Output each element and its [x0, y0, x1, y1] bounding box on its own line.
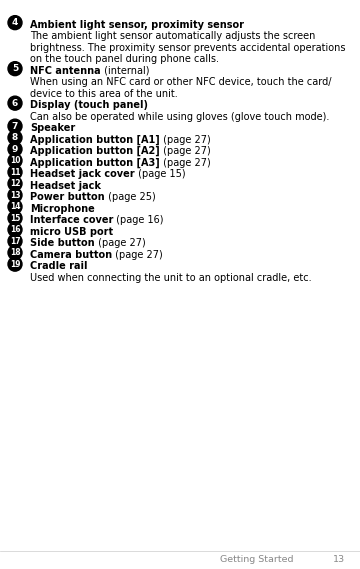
Text: 8: 8 — [12, 133, 18, 142]
Circle shape — [8, 176, 22, 191]
Circle shape — [8, 165, 22, 179]
Circle shape — [8, 61, 22, 76]
Text: Headset jack: Headset jack — [30, 180, 101, 191]
Circle shape — [8, 96, 22, 110]
Circle shape — [8, 246, 22, 259]
Text: Cradle rail: Cradle rail — [30, 261, 87, 271]
Text: (page 27): (page 27) — [160, 158, 211, 167]
Text: Application button [A3]: Application button [A3] — [30, 158, 160, 168]
Text: 4: 4 — [12, 18, 18, 27]
Circle shape — [8, 211, 22, 225]
Text: 7: 7 — [12, 122, 18, 131]
Text: 19: 19 — [10, 259, 20, 269]
Text: (page 27): (page 27) — [160, 134, 211, 145]
Text: (page 16): (page 16) — [113, 215, 164, 225]
Text: (page 27): (page 27) — [95, 238, 145, 248]
Text: NFC antenna: NFC antenna — [30, 65, 101, 76]
Text: Speaker: Speaker — [30, 123, 75, 133]
Circle shape — [8, 154, 22, 168]
Text: Ambient light sensor, proximity sensor: Ambient light sensor, proximity sensor — [30, 19, 244, 30]
Text: device to this area of the unit.: device to this area of the unit. — [30, 89, 178, 98]
Circle shape — [8, 257, 22, 271]
Text: on the touch panel during phone calls.: on the touch panel during phone calls. — [30, 54, 219, 64]
Text: Power button: Power button — [30, 192, 105, 202]
Text: Display (touch panel): Display (touch panel) — [30, 100, 148, 110]
Text: Headset jack cover: Headset jack cover — [30, 169, 135, 179]
Text: 13: 13 — [333, 555, 345, 563]
Text: Camera button: Camera button — [30, 249, 112, 259]
Circle shape — [8, 222, 22, 237]
Text: 14: 14 — [10, 202, 20, 211]
Text: brightness. The proximity sensor prevents accidental operations: brightness. The proximity sensor prevent… — [30, 43, 346, 52]
Text: 11: 11 — [10, 168, 20, 176]
Text: Application button [A2]: Application button [A2] — [30, 146, 160, 156]
Text: 13: 13 — [10, 191, 20, 200]
Circle shape — [8, 131, 22, 145]
Text: Getting Started: Getting Started — [220, 555, 293, 563]
Text: (page 27): (page 27) — [112, 249, 163, 259]
Text: 6: 6 — [12, 98, 18, 108]
Circle shape — [8, 119, 22, 133]
Text: Can also be operated while using gloves (glove touch mode).: Can also be operated while using gloves … — [30, 112, 329, 122]
Text: 17: 17 — [10, 237, 20, 246]
Circle shape — [8, 142, 22, 156]
Text: 16: 16 — [10, 225, 20, 234]
Text: (page 25): (page 25) — [105, 192, 156, 202]
Text: 18: 18 — [10, 248, 20, 257]
Text: Application button [A1]: Application button [A1] — [30, 134, 160, 145]
Text: 12: 12 — [10, 179, 20, 188]
Text: 5: 5 — [12, 64, 18, 73]
Circle shape — [8, 16, 22, 30]
Text: Side button: Side button — [30, 238, 95, 248]
Text: Microphone: Microphone — [30, 204, 95, 213]
Text: Used when connecting the unit to an optional cradle, etc.: Used when connecting the unit to an opti… — [30, 273, 312, 282]
Text: (page 27): (page 27) — [160, 146, 211, 156]
Text: When using an NFC card or other NFC device, touch the card/: When using an NFC card or other NFC devi… — [30, 77, 332, 87]
Text: 10: 10 — [10, 156, 20, 165]
Text: The ambient light sensor automatically adjusts the screen: The ambient light sensor automatically a… — [30, 31, 315, 41]
Circle shape — [8, 234, 22, 248]
Text: micro USB port: micro USB port — [30, 226, 113, 237]
Text: Interface cover: Interface cover — [30, 215, 113, 225]
Circle shape — [8, 200, 22, 213]
Circle shape — [8, 188, 22, 202]
Text: (page 15): (page 15) — [135, 169, 185, 179]
Text: 9: 9 — [12, 145, 18, 154]
Text: (internal): (internal) — [101, 65, 149, 76]
Text: 15: 15 — [10, 213, 20, 222]
